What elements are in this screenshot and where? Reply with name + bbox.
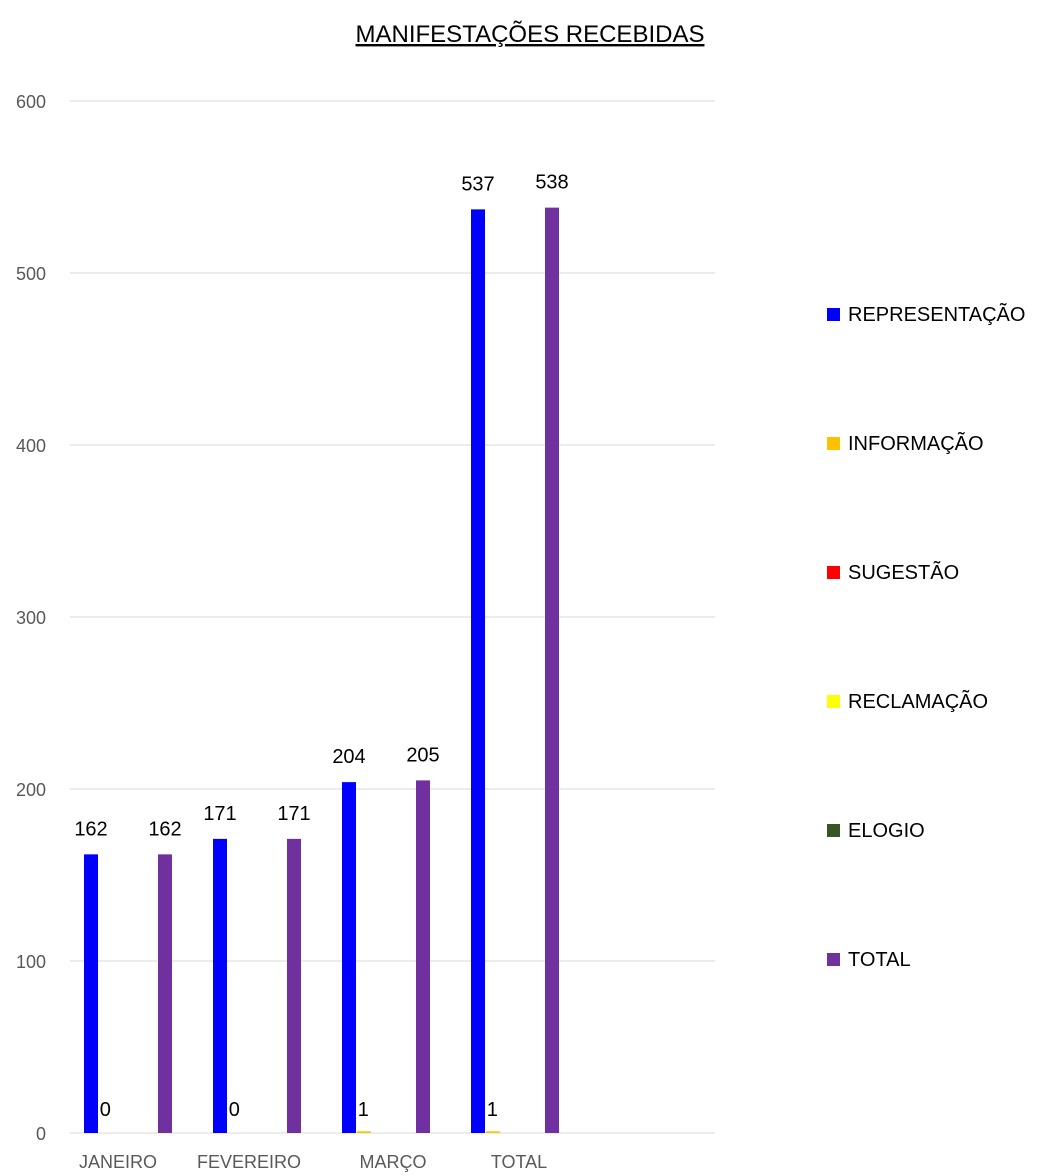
bar (416, 780, 430, 1133)
bar (342, 782, 356, 1133)
data-label: 0 (100, 1099, 111, 1121)
y-tick-label: 100 (16, 952, 46, 972)
y-tick-label: 600 (16, 92, 46, 112)
data-label: 537 (461, 173, 494, 195)
data-label: 171 (203, 803, 236, 825)
legend-label: SUGESTÃO (848, 560, 959, 584)
data-label: 171 (277, 803, 310, 825)
legend-swatch (827, 308, 840, 321)
y-axis-ticks: 0 100 200 300 400 500 600 (16, 92, 46, 1144)
data-label: 1 (358, 1099, 369, 1121)
legend-label: TOTAL (848, 949, 911, 971)
y-tick-label: 400 (16, 436, 46, 456)
data-label: 538 (535, 172, 568, 194)
bar (471, 209, 485, 1134)
legend-swatch (827, 566, 840, 579)
gridlines (70, 100, 715, 1134)
x-tick-label: TOTAL (491, 1152, 547, 1172)
data-label: 162 (74, 818, 107, 840)
legend-label: RECLAMAÇÃO (848, 689, 988, 713)
legend: REPRESENTAÇÃO INFORMAÇÃO SUGESTÃO RECLAMAÇÃ… (827, 302, 1025, 971)
legend-swatch (827, 437, 840, 450)
x-tick-label: MARÇO (360, 1152, 427, 1172)
data-labels: 162 0 162 171 0 171 204 1 205 537 1 538 (74, 172, 568, 1121)
bar (84, 854, 98, 1133)
legend-swatch (827, 824, 840, 837)
bar (213, 838, 227, 1133)
legend-label: REPRESENTAÇÃO (848, 302, 1025, 326)
bar (545, 207, 559, 1133)
data-label: 162 (148, 818, 181, 840)
y-tick-label: 0 (36, 1124, 46, 1144)
x-axis-ticks: JANEIRO FEVEREIRO MARÇO TOTAL (79, 1152, 547, 1172)
data-label: 1 (487, 1099, 498, 1121)
y-tick-label: 300 (16, 608, 46, 628)
data-label: 204 (332, 746, 365, 768)
y-tick-label: 200 (16, 780, 46, 800)
data-label: 0 (229, 1099, 240, 1121)
legend-swatch (827, 953, 840, 966)
bar (485, 1131, 500, 1133)
x-tick-label: JANEIRO (79, 1152, 157, 1172)
bars (84, 207, 559, 1134)
legend-swatch (827, 695, 840, 708)
legend-label: ELOGIO (848, 820, 925, 842)
data-label: 205 (406, 744, 439, 766)
x-tick-label: FEVEREIRO (197, 1152, 301, 1172)
chart-title: MANIFESTAÇÕES RECEBIDAS (356, 20, 705, 48)
bar (158, 854, 172, 1133)
legend-label: INFORMAÇÃO (848, 431, 984, 455)
bar (287, 838, 301, 1133)
y-tick-label: 500 (16, 264, 46, 284)
bar (356, 1131, 371, 1133)
